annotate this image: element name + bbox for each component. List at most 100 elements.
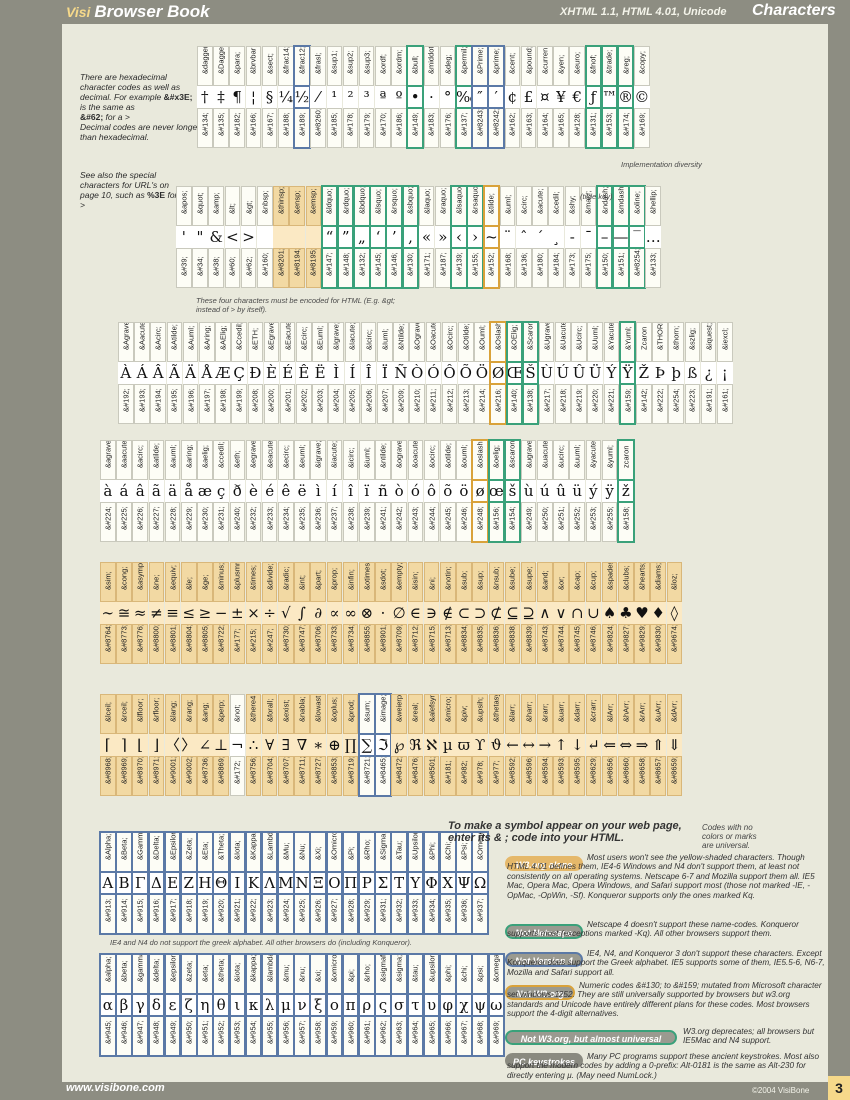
numeric-code: &#133; — [645, 248, 662, 288]
entity-name-text: &larr; — [507, 704, 517, 722]
numeric-code-text: &#247; — [265, 628, 275, 652]
numeric-code: &#8194; — [289, 248, 305, 288]
numeric-code: &#8722; — [213, 624, 229, 664]
numeric-code-text: &#245; — [443, 506, 453, 530]
glyph: ä — [164, 480, 181, 502]
char-cell: &ne; ≠ &#8800; — [148, 562, 165, 664]
char-cell: &Xi; Ξ &#926; — [309, 831, 328, 935]
glyph: Χ — [438, 871, 457, 895]
entity-name-text: &circ; — [519, 195, 529, 214]
entity-name: &weierp; — [391, 694, 407, 734]
numeric-code: &#956; — [277, 1015, 295, 1057]
char-cell: &amp; & &#38; — [208, 186, 224, 288]
entity-name: &rang; — [180, 694, 197, 734]
numeric-code-text: &#226; — [135, 506, 145, 530]
entity-name-text: &yen; — [556, 54, 566, 74]
numeric-code-text: &#8658; — [637, 756, 647, 784]
entity-name-text: &deg; — [443, 54, 453, 74]
char-cell: &lsquo; ‘&#145; — [369, 185, 387, 289]
numeric-code-text: &#229; — [184, 506, 194, 530]
numeric-code-text: &#8730; — [281, 624, 291, 652]
glyph: ¤ — [536, 86, 553, 108]
entity-name-text: &sigmaf; — [378, 954, 388, 982]
numeric-code: &#218; — [555, 384, 571, 424]
entity-name-text: &Oacute; — [428, 322, 438, 350]
entity-name-text: &equiv; — [168, 564, 178, 590]
char-cell: &frasl; ⁄ &#8260; — [310, 46, 326, 148]
entity-name: &ucirc; — [553, 440, 569, 480]
numeric-code: &#8970; — [132, 756, 148, 796]
numeric-code-text: &#146; — [389, 252, 399, 276]
glyph: ⊄ — [488, 602, 505, 624]
entity-name-text: &sup1; — [329, 50, 339, 74]
numeric-code-text: &#8712; — [410, 624, 420, 652]
char-cell: &alpha; α &#945; — [99, 953, 117, 1057]
glyph: μ — [277, 993, 295, 1017]
numeric-code: &#8745; — [569, 624, 586, 664]
numeric-code: &#208; — [247, 384, 264, 424]
numeric-code-text: &#956; — [281, 1020, 291, 1044]
glyph: ⊇ — [520, 602, 537, 624]
entity-name: &larr; — [504, 694, 521, 734]
glyph: ‾ — [628, 225, 646, 249]
entity-name-text: &cap; — [572, 570, 582, 590]
numeric-code-text: &#8727; — [313, 756, 323, 784]
numeric-code: &#60; — [224, 248, 241, 288]
glyph: κ — [244, 993, 263, 1017]
numeric-code: &#8756; — [245, 756, 262, 796]
entity-name-text: &dagger; — [200, 46, 210, 74]
char-cell: &copy; © &#169; — [634, 46, 650, 148]
entity-name: &otilde; — [439, 440, 456, 480]
entity-name-text: &auml; — [168, 444, 178, 468]
brand-visi: Visi — [66, 4, 91, 20]
glyph: → — [537, 734, 553, 756]
glyph: Φ — [422, 871, 441, 895]
numeric-code: &#166; — [245, 108, 262, 148]
glyph: ì — [310, 480, 327, 502]
glyph: ℵ — [423, 734, 440, 756]
numeric-code: &#145; — [369, 247, 387, 289]
entity-name: &phi; — [438, 953, 457, 995]
char-cell: &upsih; ϒ &#978; — [472, 694, 488, 796]
entity-name: &Alpha; — [99, 831, 117, 873]
numeric-code: &#8855; — [359, 624, 375, 664]
entity-name: &Agrave; — [118, 322, 134, 362]
footer-url[interactable]: www.visibone.com — [66, 1082, 165, 1094]
entity-name-text: &thetasym; — [491, 694, 501, 722]
char-cell: &Uacute; Ú &#218; — [555, 322, 571, 424]
char-cell: &bull; • &#149; — [406, 45, 425, 149]
char-cell: &Yuml; Ÿ &#159; — [618, 321, 637, 425]
glyph: ↔ — [520, 734, 537, 756]
numeric-code-text: &#8195; — [308, 248, 318, 276]
numeric-code: &#8472; — [391, 756, 407, 796]
numeric-code-text: &#913; — [103, 898, 113, 922]
glyph: • — [406, 85, 425, 109]
glyph: ƒ — [584, 85, 603, 109]
glyph: ⌋ — [148, 734, 165, 756]
entity-name-text: &ecirc; — [281, 445, 291, 468]
char-cell: &Yacute; Ý &#221; — [603, 322, 620, 424]
glyph: Ú — [555, 362, 571, 384]
glyph: ¨ — [499, 226, 516, 248]
numeric-code-text: &#173; — [567, 252, 577, 276]
char-cell: &lfloor; ⌊ &#8970; — [132, 694, 148, 796]
char-cell: &asymp; ≈ &#8776; — [132, 562, 148, 664]
char-cell: &sdot; ⋅ &#8901; — [375, 562, 391, 664]
numeric-code: &#8195; — [305, 248, 322, 288]
numeric-code-text: &#920; — [216, 898, 226, 922]
numeric-code: &#8776; — [132, 624, 148, 664]
entity-name-text: &Rho; — [362, 839, 372, 860]
numeric-code-text: &#160; — [260, 252, 270, 276]
char-cell: &ecirc; ê &#234; — [278, 440, 294, 542]
numeric-code: &#969; — [487, 1015, 506, 1057]
entity-name-text: &otimes; — [362, 562, 372, 590]
numeric-code-text: &#949; — [168, 1020, 178, 1044]
char-cell: &nsub; ⊄ &#8836; — [488, 562, 505, 664]
numeric-code: &#164; — [536, 108, 553, 148]
entity-name: &uml; — [499, 186, 516, 226]
entity-name-text: &Omicron; — [329, 832, 339, 860]
entity-name: &Uuml; — [587, 322, 604, 362]
entity-name-text: &infin; — [346, 569, 356, 590]
numeric-code-text: &#244; — [427, 506, 437, 530]
numeric-code: &#8595; — [569, 756, 586, 796]
